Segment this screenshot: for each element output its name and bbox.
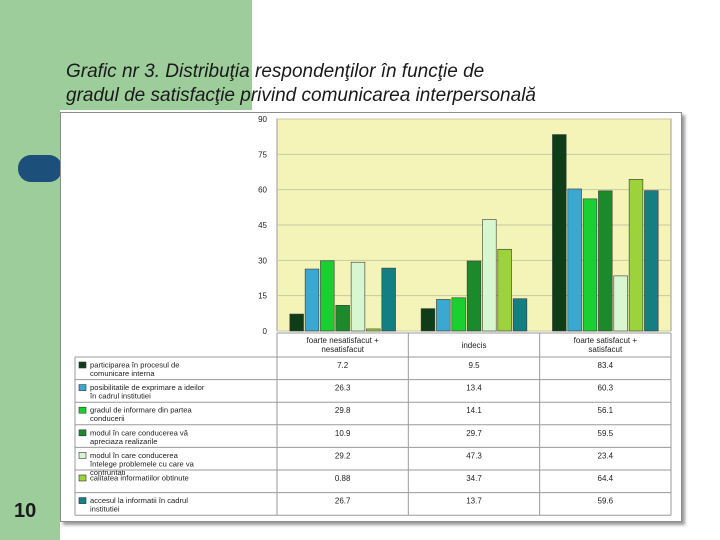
data-label: 29.8 xyxy=(335,406,351,415)
data-label: 14.1 xyxy=(466,406,482,415)
slide-title-line-2: gradul de satisfacţie privind comunicare… xyxy=(66,85,536,106)
legend-swatch-5 xyxy=(78,474,87,482)
y-tick-label: 30 xyxy=(258,256,267,265)
legend-label: gradul de informare din partea xyxy=(90,406,193,415)
legend-label: în cadrul institutiei xyxy=(89,392,151,401)
data-label: 29.2 xyxy=(335,451,351,460)
bar-series-4-cat-1 xyxy=(482,219,497,332)
slide-number: 10 xyxy=(14,500,37,522)
data-label: 59.6 xyxy=(598,497,614,506)
legend-swatch-0 xyxy=(78,361,87,369)
bar-series-6-cat-2 xyxy=(644,190,659,332)
bar-series-5-cat-1 xyxy=(497,248,512,332)
bar-series-1-cat-0 xyxy=(304,268,320,332)
x-category-label: indecis xyxy=(462,341,487,350)
data-label: 13.4 xyxy=(466,384,482,393)
y-tick-label: 90 xyxy=(258,115,267,124)
legend-swatch-6 xyxy=(78,497,87,504)
left-decor-bar xyxy=(0,0,60,540)
bar-series-2-cat-2 xyxy=(582,198,598,332)
data-label: 64.4 xyxy=(598,474,614,483)
data-label: 29.7 xyxy=(466,429,482,438)
legend-label: posibilitatile de exprimare a ideilor xyxy=(90,383,205,392)
data-label: 0.88 xyxy=(335,474,351,483)
legend-label: modul în care conducerea vă xyxy=(90,428,189,437)
data-label: 60.3 xyxy=(598,384,614,393)
bar-series-3-cat-2 xyxy=(598,190,613,332)
legend-label: institutiei xyxy=(90,505,120,514)
data-label: 9.5 xyxy=(468,361,480,370)
x-category-label: foarte nesatisfacut + xyxy=(307,336,380,345)
bar-series-0-cat-2 xyxy=(552,134,567,332)
x-category-label: nesatisfacut xyxy=(321,345,364,354)
decor-pill xyxy=(18,155,62,182)
top-decor-block xyxy=(60,0,252,110)
legend-label: conducerii xyxy=(90,414,125,423)
slide-title: Grafic nr 3. Distribuţia respondenţilor … xyxy=(66,60,706,108)
bar-series-4-cat-2 xyxy=(613,275,628,332)
legend-label: comunicare interna xyxy=(90,369,155,378)
x-category-label: satisfacut xyxy=(588,345,623,354)
legend-swatch-4 xyxy=(78,452,87,459)
y-tick-label: 75 xyxy=(258,150,267,159)
bar-series-3-cat-1 xyxy=(466,260,482,332)
bar-series-6-cat-0 xyxy=(381,267,396,332)
data-label: 56.1 xyxy=(598,406,614,415)
data-label: 26.7 xyxy=(335,497,351,506)
y-tick-label: 60 xyxy=(258,186,267,195)
data-label: 59.5 xyxy=(598,429,614,438)
y-tick-label: 15 xyxy=(258,292,267,301)
slide-title-line-1: Grafic nr 3. Distribuţia respondenţilor … xyxy=(66,61,485,82)
bar-series-0-cat-0 xyxy=(289,313,304,332)
legend-label: accesul la informatii în cadrul xyxy=(90,496,188,505)
legend-label: participarea în procesul de xyxy=(90,361,180,370)
y-tick-label: 0 xyxy=(263,327,268,336)
legend-label: calitatea informatiilor obtinute xyxy=(90,474,189,483)
bar-series-1-cat-2 xyxy=(567,188,582,332)
bar-chart: 0 15 30 45 60 75 90 foarte nesatisfacut +nesati… xyxy=(74,115,672,516)
legend-swatch-1 xyxy=(78,384,87,391)
legend-label: apreciaza realizarile xyxy=(90,437,158,446)
data-label: 34.7 xyxy=(466,474,482,483)
data-label: 26.3 xyxy=(335,384,351,393)
data-label: 7.2 xyxy=(337,361,349,370)
data-label: 23.4 xyxy=(598,451,614,460)
bar-series-2-cat-1 xyxy=(451,297,466,332)
bar-series-3-cat-0 xyxy=(335,305,350,332)
legend-swatch-2 xyxy=(78,406,87,414)
x-category-label: foarte satisfacut + xyxy=(574,336,638,345)
legend-label: întelege problemele cu care va xyxy=(89,459,195,468)
data-label: 13.7 xyxy=(466,497,482,506)
chart-frame: 0 15 30 45 60 75 90 foarte nesatisfacut + nesati… xyxy=(60,112,682,522)
bar-series-6-cat-1 xyxy=(512,298,528,332)
bar-series-1-cat-1 xyxy=(436,299,451,332)
bar-series-4-cat-0 xyxy=(350,261,366,332)
legend-label: confruntati xyxy=(90,468,126,477)
y-tick-label: 45 xyxy=(258,221,267,230)
data-label: 10.9 xyxy=(335,429,351,438)
bar-series-0-cat-1 xyxy=(420,308,436,332)
bar-series-2-cat-0 xyxy=(320,260,335,332)
bar-series-5-cat-2 xyxy=(628,179,644,332)
legend-swatch-3 xyxy=(78,429,87,437)
data-label: 83.4 xyxy=(598,361,614,370)
data-label: 47.3 xyxy=(466,451,482,460)
legend-label: modul în care conducerea xyxy=(90,451,179,460)
bar-series-5-cat-0 xyxy=(366,328,381,332)
